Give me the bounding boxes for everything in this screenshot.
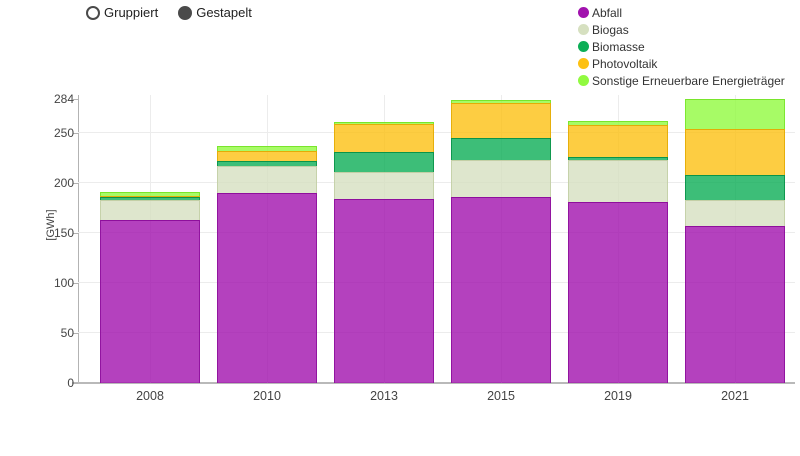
bar-segment-sonstige — [217, 146, 317, 151]
bar-segment-sonstige — [100, 192, 200, 196]
x-tick-label: 2019 — [604, 389, 632, 403]
bar-segment-biomasse — [334, 152, 434, 172]
bar-segment-biogas — [100, 200, 200, 220]
bar-segment-sonstige — [334, 122, 434, 124]
bar-segment-biogas — [451, 160, 551, 197]
bar-segment-abfall — [217, 193, 317, 383]
y-tick-mark — [73, 99, 78, 100]
legend-item[interactable]: Abfall — [578, 4, 785, 21]
bar-stack-2019[interactable] — [568, 121, 668, 383]
legend-item[interactable]: Photovoltaik — [578, 55, 785, 72]
bar-segment-photovoltaik — [334, 124, 434, 152]
bar-segment-sonstige — [568, 121, 668, 125]
x-tick-label: 2015 — [487, 389, 515, 403]
radio-option-gruppiert[interactable]: Gruppiert — [86, 5, 158, 20]
x-tick-label: 2010 — [253, 389, 281, 403]
radio-label: Gestapelt — [196, 5, 252, 20]
radio-unselected-icon — [86, 5, 100, 20]
legend-color-dot-icon — [578, 75, 589, 86]
legend-item[interactable]: Biogas — [578, 21, 785, 38]
bar-segment-photovoltaik — [685, 129, 785, 175]
bar-segment-photovoltaik — [451, 103, 551, 138]
radio-label: Gruppiert — [104, 5, 159, 20]
bar-segment-photovoltaik — [217, 151, 317, 161]
y-tick-mark — [73, 283, 78, 284]
y-tick-mark — [73, 333, 78, 334]
y-tick-label: 50 — [60, 326, 74, 340]
bar-segment-sonstige — [685, 99, 785, 129]
bar-segment-photovoltaik — [100, 196, 200, 197]
bar-stack-2021[interactable] — [685, 99, 785, 383]
legend-color-dot-icon — [578, 58, 589, 69]
plot-area — [78, 95, 795, 383]
legend-label: Sonstige Erneuerbare Energieträger — [592, 73, 785, 88]
bar-segment-biomasse — [451, 138, 551, 160]
y-tick-label: 284 — [53, 92, 74, 106]
bar-segment-biomasse — [685, 175, 785, 200]
legend-item[interactable]: Sonstige Erneuerbare Energieträger — [578, 72, 785, 89]
y-tick-label: 250 — [53, 126, 74, 140]
y-tick-mark — [73, 233, 78, 234]
y-tick-label: 0 — [67, 376, 74, 390]
bar-segment-abfall — [451, 197, 551, 383]
y-tick-label: 150 — [53, 226, 74, 240]
bar-segment-abfall — [334, 199, 434, 383]
bar-stack-2015[interactable] — [451, 100, 551, 383]
y-tick-mark — [73, 183, 78, 184]
bar-segment-biogas — [685, 200, 785, 226]
h-gridline — [78, 132, 795, 133]
radio-selected-icon — [178, 5, 193, 20]
y-axis-title: [GWh] — [45, 209, 57, 241]
x-tick-label: 2008 — [136, 389, 164, 403]
bar-segment-sonstige — [451, 100, 551, 103]
legend-color-dot-icon — [578, 24, 589, 35]
bar-segment-biomasse — [217, 161, 317, 166]
legend-label: Biogas — [592, 22, 629, 37]
h-gridline — [78, 232, 795, 233]
bar-segment-abfall — [568, 202, 668, 383]
bar-segment-biogas — [334, 172, 434, 199]
y-tick-mark — [73, 383, 78, 384]
bar-stack-2013[interactable] — [334, 122, 434, 383]
x-axis-line — [72, 382, 795, 384]
y-tick-label: 200 — [53, 176, 74, 190]
chart-legend: Abfall Biogas Biomasse Photovoltaik Sonstige… — [578, 4, 785, 89]
legend-label: Abfall — [592, 5, 623, 20]
legend-item[interactable]: Biomasse — [578, 38, 785, 55]
radio-option-gestapelt[interactable]: Gestapelt — [178, 5, 252, 20]
h-gridline — [78, 182, 795, 183]
bar-stack-2010[interactable] — [217, 146, 317, 383]
bar-segment-abfall — [100, 220, 200, 383]
x-tick-label: 2021 — [721, 389, 749, 403]
bar-segment-biogas — [568, 160, 668, 202]
h-gridline — [78, 332, 795, 333]
bar-stack-2008[interactable] — [100, 192, 200, 383]
legend-label: Biomasse — [592, 39, 645, 54]
legend-label: Photovoltaik — [592, 56, 658, 71]
bar-segment-photovoltaik — [568, 125, 668, 157]
bar-segment-biogas — [217, 166, 317, 193]
chart-mode-radio-group: Gruppiert Gestapelt — [86, 5, 252, 20]
y-tick-mark — [73, 133, 78, 134]
bar-segment-biomasse — [568, 157, 668, 160]
bar-segment-biomasse — [100, 197, 200, 200]
y-axis-line — [78, 95, 79, 383]
bar-segment-abfall — [685, 226, 785, 383]
x-tick-label: 2013 — [370, 389, 398, 403]
y-tick-label: 100 — [53, 276, 74, 290]
legend-color-dot-icon — [578, 7, 589, 18]
h-gridline — [78, 282, 795, 283]
legend-color-dot-icon — [578, 41, 589, 52]
